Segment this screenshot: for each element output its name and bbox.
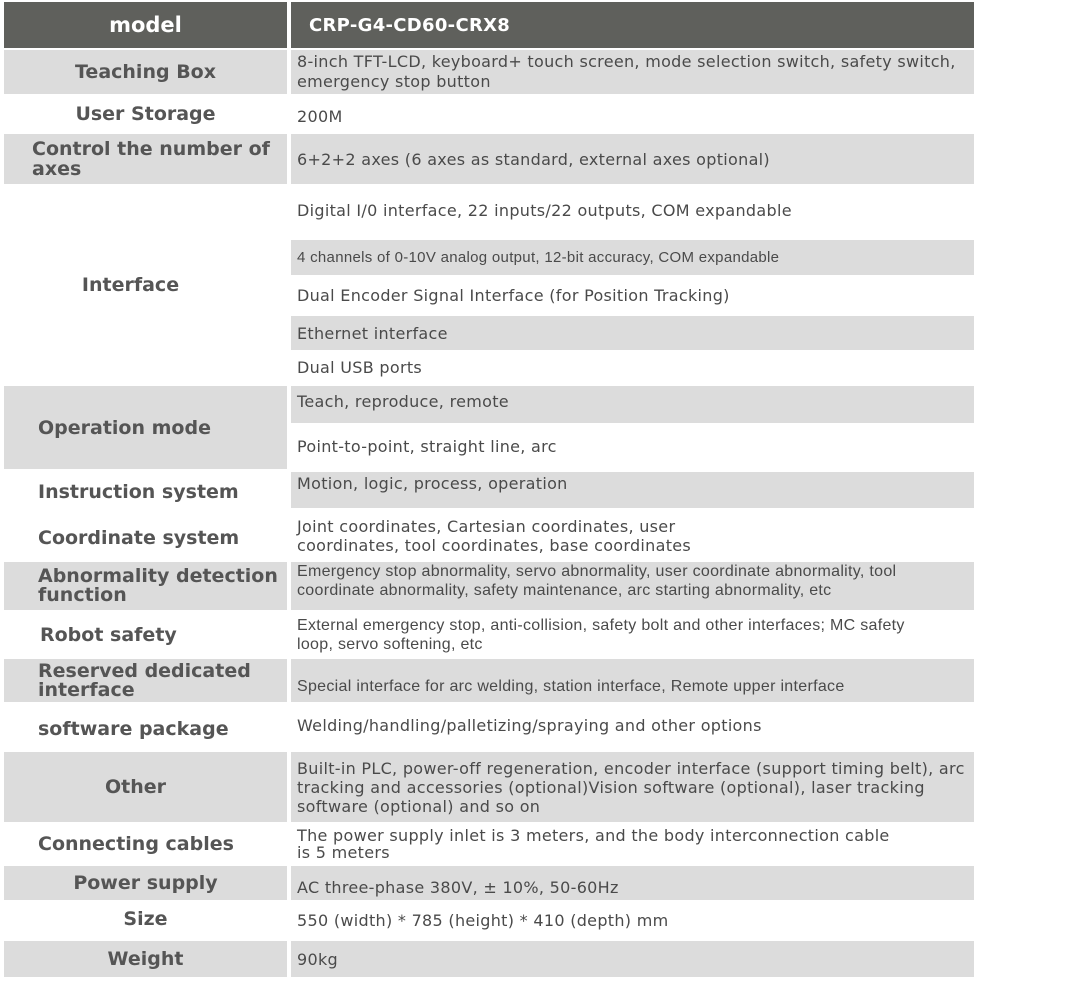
- value-other: Built-in PLC, power-off regeneration, en…: [291, 752, 974, 822]
- value-weight: 90kg: [291, 941, 974, 977]
- value-robot-safety: External emergency stop, anti-collision,…: [297, 616, 905, 653]
- value-interface-analog: 4 channels of 0-10V analog output, 12-bi…: [291, 240, 974, 275]
- value-power-supply: AC three-phase 380V, ± 10%, 50-60Hz: [291, 866, 974, 900]
- value-interface-ethernet: Ethernet interface: [291, 316, 974, 350]
- value-axes: 6+2+2 axes (6 axes as standard, external…: [291, 134, 974, 184]
- header-label: model: [4, 2, 287, 48]
- label-weight: Weight: [4, 941, 287, 977]
- label-operation-mode: Operation mode: [4, 386, 287, 469]
- value-coordinate-system: Joint coordinates, Cartesian coordinates…: [297, 517, 692, 555]
- label-interface: Interface: [81, 273, 180, 296]
- label-software-package: software package: [38, 718, 229, 740]
- label-coordinate-system: Coordinate system: [38, 527, 240, 549]
- label-instruction-system: Instruction system: [38, 481, 239, 503]
- value-connecting-cables: The power supply inlet is 3 meters, and …: [297, 826, 890, 862]
- label-user-storage: User Storage: [75, 102, 216, 125]
- value-size: 550 (width) * 785 (height) * 410 (depth)…: [297, 911, 669, 930]
- value-reserved-interface: Special interface for arc welding, stati…: [291, 659, 974, 702]
- value-interface-usb: Dual USB ports: [297, 358, 423, 377]
- label-robot-safety: Robot safety: [40, 623, 177, 646]
- label-other: Other: [4, 752, 287, 822]
- label-connecting-cables: Connecting cables: [38, 833, 234, 855]
- label-abnormality: Abnormality detection function: [4, 562, 287, 610]
- label-teaching-box: Teaching Box: [4, 50, 287, 94]
- value-operation-path: Point-to-point, straight line, arc: [297, 437, 557, 456]
- value-teaching-box: 8-inch TFT-LCD, keyboard+ touch screen, …: [291, 50, 974, 94]
- value-user-storage: 200M: [297, 107, 343, 126]
- header-model: CRP-G4-CD60-CRX8: [291, 2, 974, 48]
- value-interface-digital: Digital I/0 interface, 22 inputs/22 outp…: [297, 201, 792, 220]
- value-abnormality: Emergency stop abnormality, servo abnorm…: [291, 562, 974, 610]
- label-reserved-interface: Reserved dedicated interface: [4, 659, 287, 702]
- value-interface-encoder: Dual Encoder Signal Interface (for Posit…: [297, 285, 730, 305]
- value-operation-teach: Teach, reproduce, remote: [291, 386, 974, 423]
- label-power-supply: Power supply: [4, 866, 287, 900]
- label-axes: Control the number of axes: [4, 134, 287, 184]
- value-instruction-system: Motion, logic, process, operation: [291, 472, 974, 508]
- value-software-package: Welding/handling/palletizing/spraying an…: [297, 716, 762, 735]
- label-size: Size: [123, 907, 168, 930]
